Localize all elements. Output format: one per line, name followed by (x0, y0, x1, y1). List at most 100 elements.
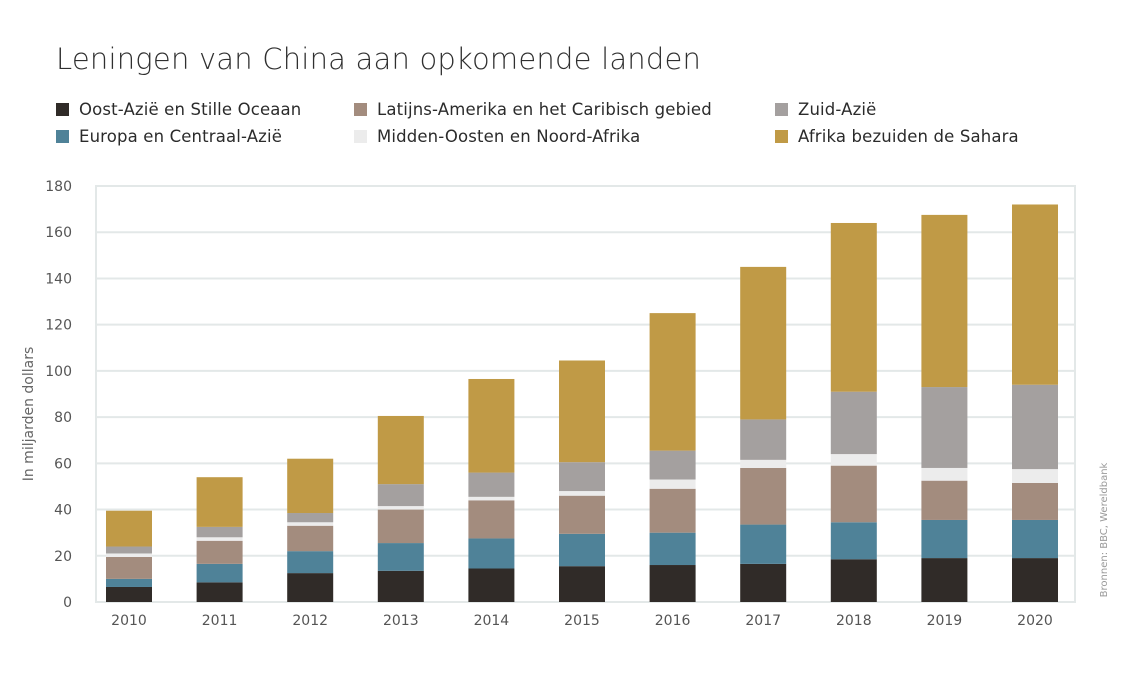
x-tick-label: 2016 (655, 613, 691, 629)
y-tick-label: 120 (45, 318, 72, 334)
legend-item: Midden-Oosten en Noord-Afrika (354, 125, 640, 147)
bar-segment (921, 387, 968, 468)
chart-title: Leningen van China aan opkomende landen (56, 42, 702, 76)
x-tick-label: 2018 (836, 613, 872, 629)
bar-segment (740, 266, 787, 420)
bar-stack (1012, 204, 1058, 602)
bar-stack (559, 360, 605, 602)
bar-segment (830, 222, 877, 392)
bar-segment (559, 495, 605, 534)
x-tick-label: 2017 (745, 613, 781, 629)
x-tick-label: 2014 (474, 613, 510, 629)
bar-segment (377, 509, 424, 544)
bar-segment (921, 558, 968, 602)
bar-segment (287, 458, 334, 514)
x-tick-label: 2013 (383, 613, 419, 629)
legend-label: Latijns-Amerika en het Caribisch gebied (377, 99, 712, 119)
x-tick-label: 2019 (927, 613, 963, 629)
bar-segment (468, 496, 515, 501)
bar-segment (649, 488, 696, 533)
bar-segment (649, 313, 696, 451)
bar-stack (649, 313, 696, 602)
x-tick-label: 2010 (111, 613, 147, 629)
bar-segment (921, 480, 968, 520)
bar-segment (377, 506, 424, 510)
y-tick-label: 160 (45, 225, 72, 241)
bar-segment (1012, 469, 1058, 483)
bar-segment (196, 477, 243, 527)
bar-segment (287, 573, 334, 602)
legend-label: Midden-Oosten en Noord-Afrika (377, 126, 641, 146)
legend-label: Afrika bezuiden de Sahara (798, 126, 1019, 146)
x-tick-label: 2012 (292, 613, 328, 629)
bar-stack (196, 477, 243, 602)
bar-segment (106, 556, 152, 579)
bar-segment (287, 513, 334, 523)
bar-segment (106, 553, 152, 557)
legend-item: Latijns-Amerika en het Caribisch gebied (354, 98, 712, 120)
x-tick-label: 2011 (202, 613, 238, 629)
bar-segment (921, 214, 968, 388)
bar-segment (830, 454, 877, 466)
bar-segment (830, 391, 877, 455)
x-tick-label: 2020 (1017, 613, 1053, 629)
y-tick-label: 60 (54, 456, 72, 472)
bar-segment (287, 551, 334, 574)
bar-segment (377, 570, 424, 602)
bar-segment (106, 546, 152, 554)
legend-swatch (56, 102, 69, 116)
bar-stack (830, 222, 877, 602)
bar-segment (649, 565, 696, 602)
legend-swatch (354, 102, 367, 116)
bar-stack (921, 214, 968, 602)
bar-segment (468, 568, 515, 602)
y-tick-label: 0 (63, 595, 72, 611)
legend-swatch (775, 102, 788, 116)
bar-segment (559, 491, 605, 496)
bar-segment (559, 462, 605, 492)
bar-segment (921, 519, 968, 559)
legend-swatch (354, 129, 367, 143)
legend-item: Oost-Azië en Stille Oceaan (56, 98, 301, 120)
bar-segment (1012, 519, 1058, 559)
legend-label: Zuid-Azië (798, 99, 877, 119)
bar-segment (196, 563, 243, 583)
bar-segment (1012, 384, 1058, 470)
bar-stack (106, 510, 152, 602)
bar-segment (830, 465, 877, 523)
y-tick-label: 20 (54, 549, 72, 565)
y-axis-label: In miljarden dollars (21, 347, 37, 482)
bar-segment (468, 500, 515, 539)
bar-stack (377, 415, 424, 602)
y-tick-label: 180 (45, 179, 72, 195)
bar-segment (559, 533, 605, 567)
legend-label: Europa en Centraal-Azië (79, 126, 282, 146)
legend-swatch (775, 129, 788, 143)
bar-segment (287, 525, 334, 552)
bar-segment (740, 467, 787, 525)
bar-segment (1012, 558, 1058, 602)
bar-segment (106, 578, 152, 587)
bar-segment (377, 484, 424, 507)
legend-label: Oost-Azië en Stille Oceaan (79, 99, 302, 119)
bar-segment (559, 360, 605, 463)
bar-segment (196, 582, 243, 602)
y-tick-label: 140 (45, 271, 72, 287)
bar-segment (106, 586, 152, 602)
bar-segment (740, 459, 787, 468)
bar-segment (740, 419, 787, 460)
bar-segment (106, 510, 152, 547)
bar-segment (559, 566, 605, 602)
legend-item: Europa en Centraal-Azië (56, 125, 282, 147)
legend-item: Zuid-Azië (775, 98, 876, 120)
bar-segment (196, 540, 243, 564)
bar-segment (377, 415, 424, 485)
bar-segment (830, 559, 877, 602)
bar-segment (468, 472, 515, 497)
legend-item: Afrika bezuiden de Sahara (775, 125, 1019, 147)
bar-segment (830, 522, 877, 560)
bar-stack (468, 378, 515, 602)
bar-segment (468, 538, 515, 569)
bar-segment (921, 467, 968, 481)
